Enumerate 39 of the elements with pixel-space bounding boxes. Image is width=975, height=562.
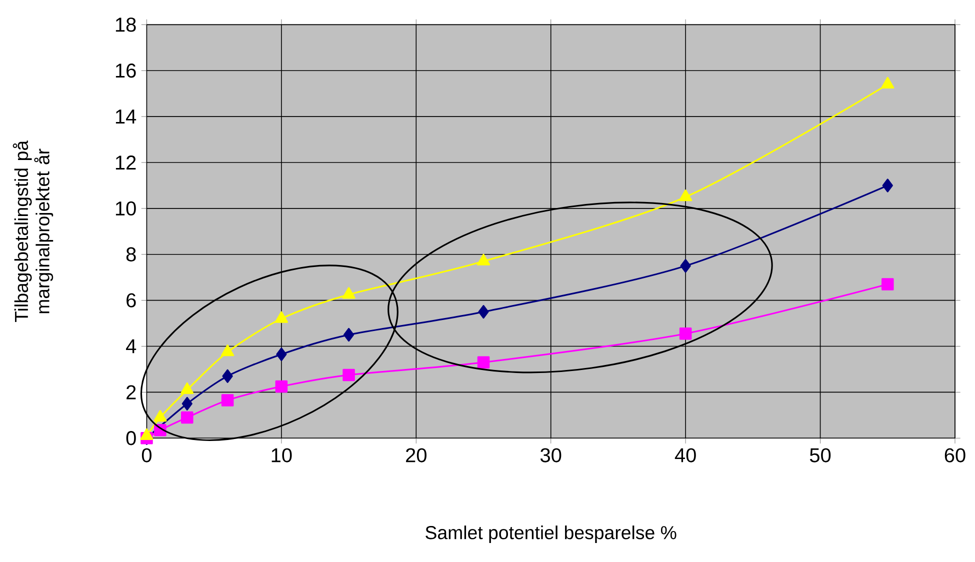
point: [221, 394, 234, 406]
point: [881, 278, 894, 290]
point: [679, 327, 692, 340]
y-axis-title: Tilbagebetalingstid på marginalprojektet år: [12, 140, 54, 322]
point: [181, 411, 194, 424]
x-tick-label: 30: [540, 448, 562, 462]
y-tick-label: 14: [116, 110, 136, 124]
y-tick-label: 12: [116, 155, 136, 170]
y-tick-label: 18: [116, 18, 136, 32]
point: [476, 254, 490, 266]
point: [342, 368, 355, 382]
y-tick-label: 10: [116, 201, 136, 216]
y-tick-label: 0: [126, 430, 136, 446]
point: [478, 304, 489, 319]
point: [220, 344, 234, 356]
x-tick-label: 40: [674, 448, 696, 462]
point: [343, 328, 354, 342]
point: [477, 356, 490, 368]
x-tick-label: 20: [406, 448, 426, 462]
y-tick-label: 2: [126, 385, 136, 400]
y-tick-label: 16: [116, 63, 136, 78]
x-tick-label: 50: [810, 448, 831, 462]
x-tick-label: 0: [142, 448, 152, 462]
point: [275, 380, 288, 393]
point: [182, 396, 192, 410]
point: [881, 76, 894, 88]
point: [680, 258, 691, 273]
point: [222, 369, 233, 383]
x-tick-label: 60: [944, 448, 966, 462]
y-tick-label: 6: [126, 293, 136, 308]
y-tick-label: 4: [126, 339, 136, 354]
point: [274, 311, 288, 323]
x-tick-label: 10: [272, 448, 292, 462]
x-axis-title: Samlet potentiel besparelse %: [426, 525, 676, 543]
point: [882, 178, 893, 192]
point: [678, 189, 692, 201]
point: [342, 287, 356, 299]
y-tick-label: 8: [126, 247, 136, 262]
point: [276, 347, 287, 362]
